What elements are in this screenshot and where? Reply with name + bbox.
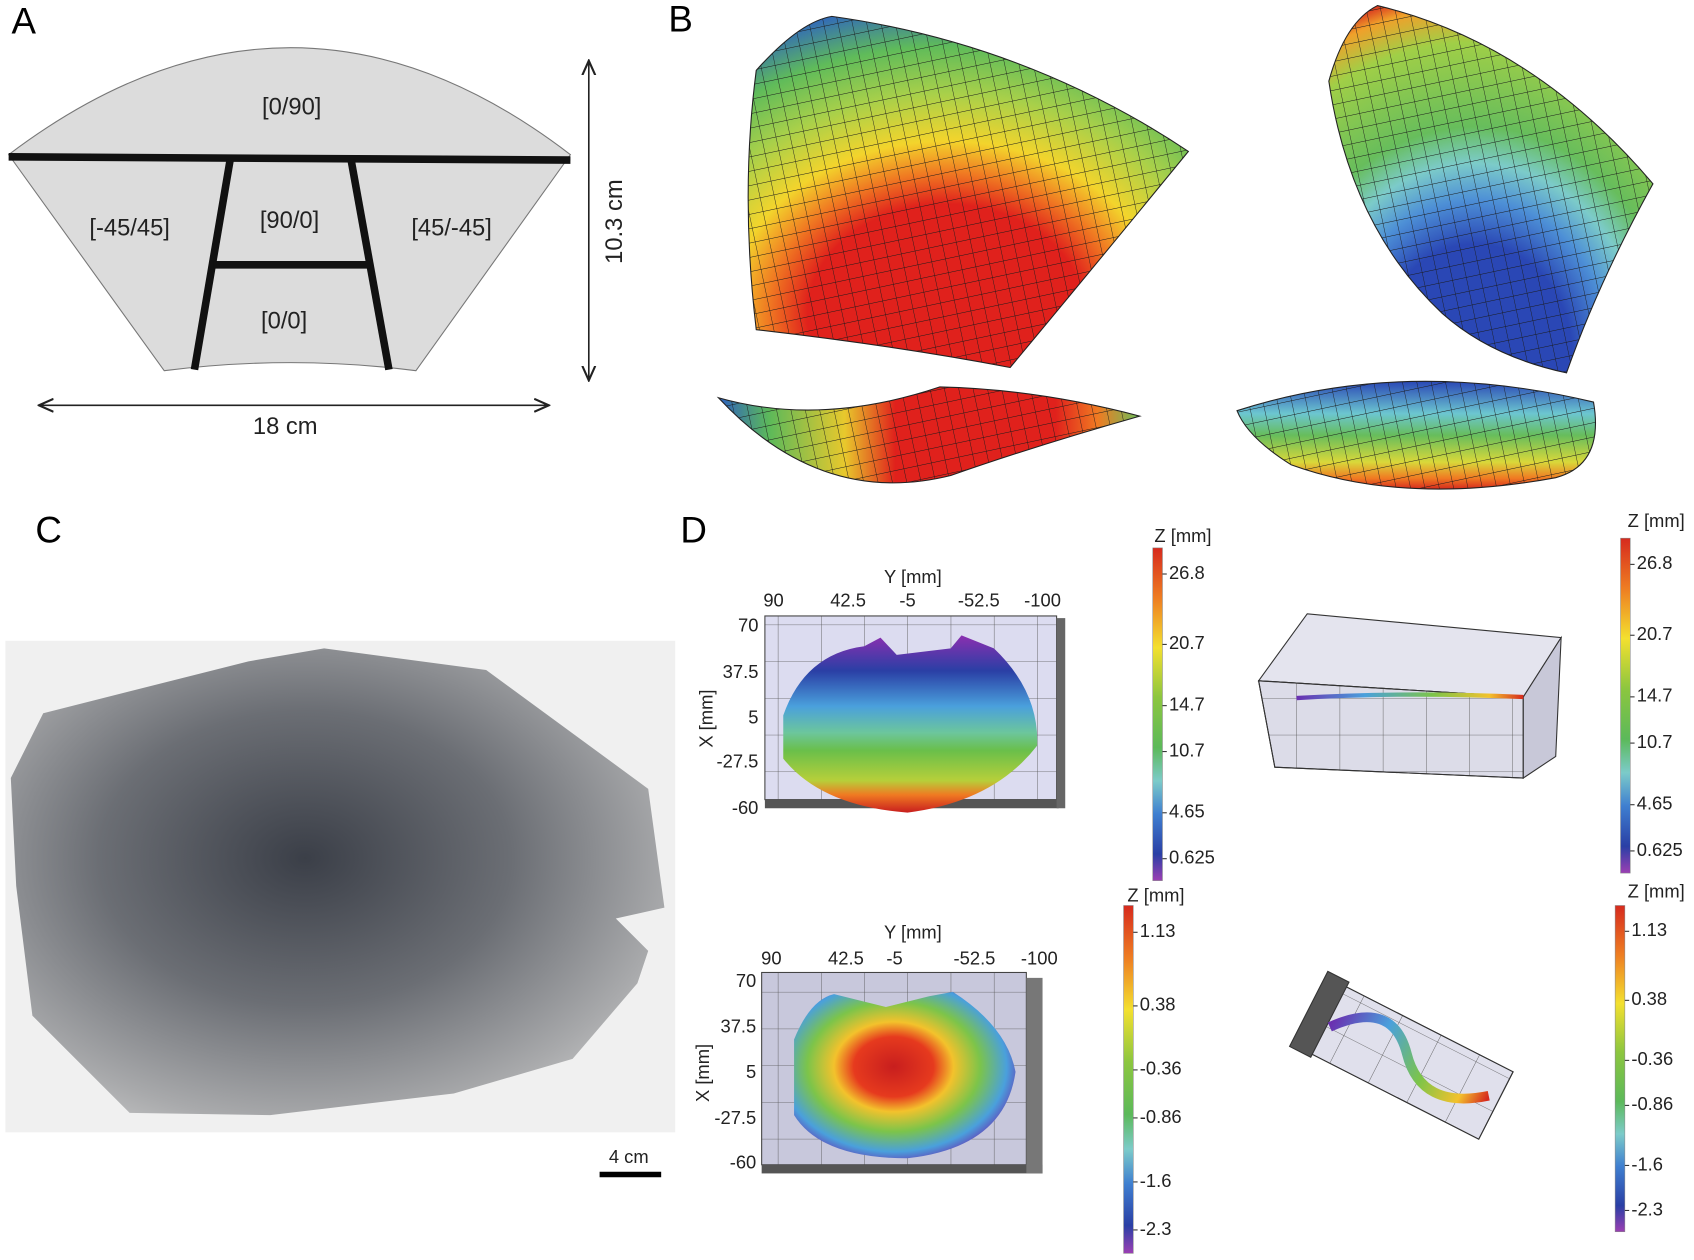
- colorbar-label: -0.36: [1140, 1058, 1182, 1079]
- colorbar-label: 20.7: [1637, 623, 1673, 644]
- surface-plot-3d-1: [1257, 613, 1563, 780]
- colorbar: [1123, 905, 1134, 1254]
- tick-label: 70: [736, 970, 756, 991]
- tick-label: -5: [886, 947, 902, 968]
- tick-label: -60: [730, 1152, 757, 1173]
- tick-label: 90: [761, 947, 781, 968]
- colorbar-label: 4.65: [1637, 793, 1673, 814]
- panel-label: B: [668, 0, 692, 39]
- dimension-label: 18 cm: [253, 413, 318, 440]
- panel-label: A: [12, 1, 37, 42]
- scale-bar-label: 4 cm: [609, 1146, 649, 1167]
- colorbar-label: 0.625: [1169, 847, 1215, 868]
- tick-label: -27.5: [714, 1107, 756, 1128]
- axis-title: X [mm]: [695, 690, 716, 748]
- colorbar-label: 10.7: [1169, 739, 1205, 760]
- colorbar-title: Z [mm]: [1628, 510, 1685, 531]
- tick-label: 90: [763, 590, 783, 611]
- colorbar-label: 14.7: [1169, 693, 1205, 714]
- colorbar-label: 1.13: [1631, 919, 1667, 940]
- ply-boundaries: [8, 153, 571, 371]
- tick-label: 42.5: [830, 590, 866, 611]
- colorbar-label: -0.86: [1140, 1106, 1182, 1127]
- region-label: [0/90]: [262, 93, 321, 120]
- fe-mesh-3: [716, 386, 1142, 484]
- colorbar-label: 20.7: [1169, 632, 1205, 653]
- colorbar-label: 0.625: [1637, 839, 1683, 860]
- colorbar-label: -1.6: [1140, 1170, 1172, 1191]
- surface-plot-1: [764, 615, 1066, 813]
- axis-title: Y [mm]: [884, 921, 942, 942]
- tick-label: -100: [1024, 590, 1061, 611]
- colorbar-label: 14.7: [1637, 685, 1673, 706]
- colorbar-label: 26.8: [1637, 552, 1673, 573]
- region-label: [-45/45]: [89, 214, 170, 241]
- colorbar-label: 1.13: [1140, 920, 1176, 941]
- colorbar-title: Z [mm]: [1628, 880, 1685, 901]
- colorbar-label: -0.86: [1631, 1093, 1673, 1114]
- panel-label: D: [680, 509, 707, 550]
- colorbar: [1620, 537, 1631, 874]
- fe-mesh-1: [747, 15, 1190, 369]
- colorbar-label: 10.7: [1637, 731, 1673, 752]
- tick-label: -52.5: [958, 590, 1000, 611]
- region-label: [0/0]: [261, 307, 307, 334]
- laminate-shape: [7, 47, 572, 372]
- tick-label: -60: [732, 797, 759, 818]
- region-label: [90/0]: [260, 207, 319, 234]
- colorbar-label: 0.38: [1631, 988, 1667, 1009]
- dimension-label: 10.3 cm: [601, 179, 628, 263]
- tick-label: 37.5: [721, 1015, 757, 1036]
- tick-label: -100: [1021, 947, 1058, 968]
- colorbar: [1152, 547, 1163, 881]
- colorbar-title: Z [mm]: [1127, 885, 1184, 906]
- tick-label: 5: [748, 706, 758, 727]
- colorbar-label: -2.3: [1140, 1218, 1172, 1239]
- surface-plot-2: [761, 971, 1043, 1174]
- tick-label: 42.5: [828, 947, 864, 968]
- colorbar-label: 4.65: [1169, 801, 1205, 822]
- colorbar-label: -0.36: [1631, 1048, 1673, 1069]
- surface-plot-3d-2: [1288, 970, 1514, 1140]
- fe-mesh-4: [1236, 380, 1597, 490]
- fe-mesh-2: [1328, 4, 1654, 374]
- colorbar: [1614, 905, 1626, 1233]
- colorbar-label: -1.6: [1631, 1153, 1663, 1174]
- tick-label: 5: [746, 1061, 756, 1082]
- tick-label: 70: [738, 615, 758, 636]
- tick-label: 37.5: [723, 661, 759, 682]
- colorbar-title: Z [mm]: [1154, 525, 1211, 546]
- tick-label: -52.5: [954, 947, 996, 968]
- colorbar-label: 26.8: [1169, 562, 1205, 583]
- region-label: [45/-45]: [411, 214, 492, 241]
- tick-label: -5: [899, 590, 915, 611]
- colorbar-label: 0.38: [1140, 994, 1176, 1015]
- tick-label: -27.5: [717, 751, 759, 772]
- axis-title: Y [mm]: [884, 566, 942, 587]
- colorbar-label: -2.3: [1631, 1198, 1663, 1219]
- specimen-photo: [10, 648, 665, 1116]
- panel-label: C: [35, 509, 62, 550]
- axis-title: X [mm]: [692, 1044, 713, 1102]
